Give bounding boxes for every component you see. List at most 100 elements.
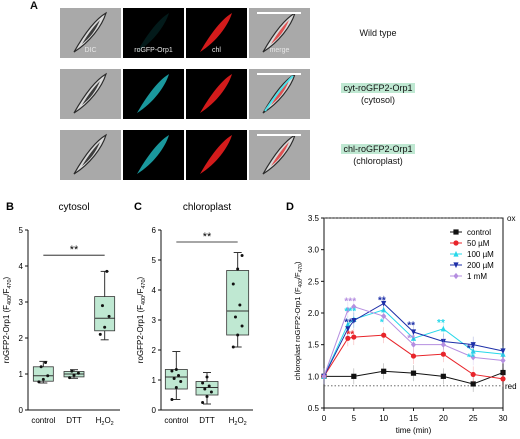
series-point xyxy=(500,357,506,364)
significance-stars: * xyxy=(380,318,384,329)
data-point xyxy=(105,269,109,273)
x-tick-label: 10 xyxy=(379,414,388,423)
row-label-3: chl-roGFP2-Orp1 (chloroplast) xyxy=(322,143,434,167)
data-point xyxy=(240,254,244,257)
y-tick-label: 6 xyxy=(152,226,157,235)
y-tick-label: 2.5 xyxy=(308,277,320,286)
y-axis-label: chloroplast roGFP2-Orp1 (F400/F470) xyxy=(293,261,304,380)
x-tick-label: H2O2 xyxy=(229,416,247,427)
merge-overlay xyxy=(271,142,289,166)
series-point xyxy=(440,373,446,379)
cell-shape xyxy=(137,13,169,52)
cell-shape xyxy=(73,133,108,175)
scale-bar xyxy=(257,12,301,14)
legend-label: 200 µM xyxy=(467,261,494,270)
cell-outline xyxy=(200,13,232,52)
x-tick-label: 15 xyxy=(409,414,418,423)
y-tick-label: 3.0 xyxy=(308,246,320,255)
series-point xyxy=(345,335,351,341)
series-point xyxy=(440,351,446,357)
y-tick-label: 2 xyxy=(152,346,157,355)
data-point xyxy=(201,381,205,385)
data-point xyxy=(236,267,240,271)
data-point xyxy=(44,360,48,364)
data-point xyxy=(231,345,235,349)
y-tick-label: 1.0 xyxy=(308,372,320,381)
significance-label: ** xyxy=(70,244,79,256)
series-point xyxy=(470,371,476,378)
micrograph-gfp-row3 xyxy=(123,130,184,180)
cell-outline xyxy=(137,74,169,113)
data-point xyxy=(41,377,45,381)
data-point xyxy=(207,384,211,388)
data-point xyxy=(174,386,178,389)
micrograph-dic-row3 xyxy=(60,130,121,180)
cell-outline xyxy=(200,135,232,174)
row-label-compartment: (chloroplast) xyxy=(353,156,403,166)
y-tick-label: 0.5 xyxy=(308,404,320,413)
data-point xyxy=(179,380,183,383)
legend-label: 100 µM xyxy=(467,250,494,259)
significance-stars: ** xyxy=(407,333,415,344)
micrograph-gfp-row1: roGFP-Orp1 xyxy=(123,8,184,58)
y-tick-label: 2.0 xyxy=(308,309,320,318)
y-tick-label: 3 xyxy=(152,316,157,325)
dic-plastid xyxy=(82,20,100,44)
significance-stars: *** xyxy=(344,318,356,329)
data-point xyxy=(100,304,104,308)
cell-shape xyxy=(200,135,232,174)
box xyxy=(94,296,116,332)
data-point xyxy=(236,333,240,337)
series-point xyxy=(381,300,387,307)
significance-stars: *** xyxy=(344,297,356,308)
significance-label: ** xyxy=(203,231,212,243)
series-point xyxy=(410,353,417,359)
series-point xyxy=(321,373,327,380)
series-point xyxy=(345,326,351,332)
cell-outline xyxy=(200,74,232,113)
legend-marker xyxy=(453,229,459,235)
x-tick-label: 20 xyxy=(439,414,448,423)
data-point xyxy=(209,390,213,394)
series-point xyxy=(440,325,446,332)
panel-letter: B xyxy=(6,201,14,213)
micrograph-chl-row2 xyxy=(186,69,247,119)
merge-overlay xyxy=(271,20,289,44)
data-point xyxy=(203,387,207,391)
y-tick-label: 1.5 xyxy=(308,341,320,350)
chart-title: chloroplast xyxy=(183,202,232,213)
significance-stars: ** xyxy=(346,330,354,341)
series-point xyxy=(500,369,506,376)
dic-plastid xyxy=(82,81,100,105)
y-tick-label: 3 xyxy=(19,298,24,307)
chart-title: cytosol xyxy=(58,202,89,213)
cell-shape xyxy=(137,135,169,174)
data-point xyxy=(170,398,174,401)
series-point xyxy=(440,341,446,348)
column-label-gfp: roGFP-Orp1 xyxy=(134,47,173,54)
data-point xyxy=(174,368,178,371)
box xyxy=(226,270,250,336)
micrograph-dic-row2 xyxy=(60,69,121,119)
significance-stars: ** xyxy=(407,321,415,332)
y-tick-label: 5 xyxy=(19,226,24,235)
data-point xyxy=(46,374,50,378)
legend-label: 1 mM xyxy=(467,272,487,281)
x-tick-label: DTT xyxy=(66,416,82,425)
x-tick-label: 0 xyxy=(322,414,327,423)
micrograph-gfp-row2 xyxy=(123,69,184,119)
data-point xyxy=(76,371,80,375)
x-tick-label: DTT xyxy=(199,416,215,425)
significance-stars: *** xyxy=(344,307,356,318)
series-point xyxy=(381,332,387,338)
significance-stars: ** xyxy=(437,318,445,329)
x-axis-label: time (min) xyxy=(396,426,432,435)
micrograph-merge-row2 xyxy=(249,69,310,119)
red-label: red xyxy=(505,382,517,391)
data-point xyxy=(233,315,237,319)
cell-shape xyxy=(262,133,297,175)
y-tick-label: 0 xyxy=(152,406,157,415)
column-label-dic: DIC xyxy=(84,47,97,54)
